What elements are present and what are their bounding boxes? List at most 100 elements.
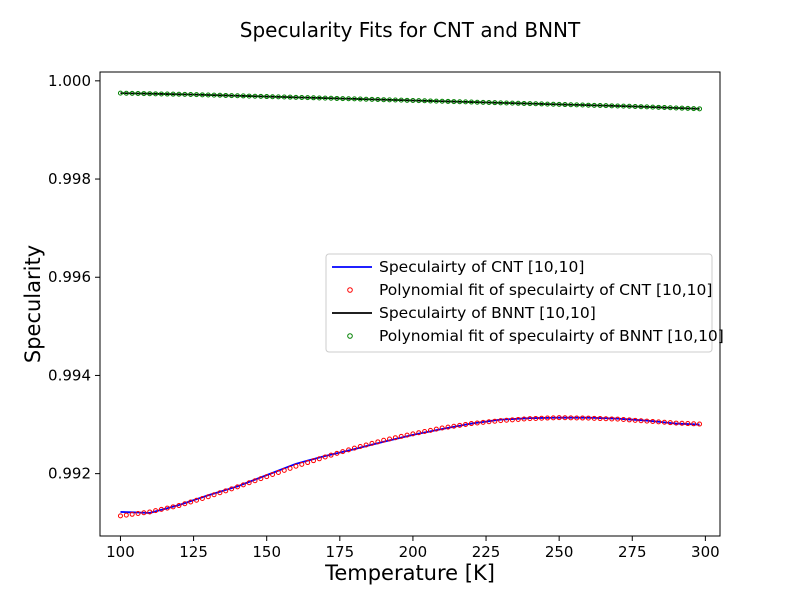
data-point [176, 503, 182, 509]
series-2 [120, 92, 700, 110]
data-point [585, 415, 591, 421]
data-point [591, 102, 597, 108]
data-point [199, 495, 205, 501]
data-point [445, 98, 451, 104]
data-point [416, 98, 422, 104]
data-point [211, 92, 217, 98]
x-tick-label: 150 [252, 543, 281, 561]
data-point [597, 416, 603, 422]
data-point [158, 91, 164, 97]
data-point [182, 91, 188, 97]
data-point [229, 93, 235, 99]
data-point [305, 95, 311, 101]
data-point [340, 96, 346, 102]
data-point [422, 98, 428, 104]
data-point [194, 92, 200, 98]
data-point [369, 440, 375, 446]
data-point [275, 469, 281, 475]
data-point [550, 415, 556, 421]
data-point [381, 97, 387, 103]
data-point [580, 102, 586, 108]
data-point [410, 431, 416, 437]
y-tick-label: 0.994 [48, 366, 91, 384]
data-point [422, 429, 428, 435]
data-point [281, 94, 287, 100]
plot-area [99, 71, 721, 537]
data-point [609, 416, 615, 422]
data-point [369, 96, 375, 102]
data-point [597, 103, 603, 109]
data-point [322, 95, 328, 101]
data-point [521, 416, 527, 422]
data-point [492, 418, 498, 424]
x-tick-label: 250 [545, 543, 574, 561]
data-point [164, 505, 170, 511]
data-point [509, 100, 515, 106]
data-point [287, 465, 293, 471]
data-point [480, 99, 486, 105]
data-point [539, 101, 545, 107]
data-point [486, 419, 492, 425]
data-point [620, 103, 626, 109]
legend-label: Polynomial fit of speculairty of BNNT [1… [379, 327, 724, 345]
data-point [474, 99, 480, 105]
data-point [615, 103, 621, 109]
y-tick-label: 0.992 [48, 465, 91, 483]
data-point [632, 103, 638, 109]
data-point [305, 460, 311, 466]
data-point [123, 512, 129, 518]
data-point [603, 416, 609, 422]
data-point [650, 419, 656, 424]
data-point [697, 421, 703, 427]
data-point [638, 104, 644, 110]
data-point [685, 105, 691, 111]
data-point [229, 486, 235, 492]
data-point [264, 94, 270, 100]
data-point [644, 104, 650, 110]
data-point [574, 102, 580, 108]
data-point [363, 96, 369, 102]
data-point [270, 472, 276, 478]
x-tick-label: 275 [618, 543, 647, 561]
x-tick-label: 175 [325, 543, 354, 561]
data-point [129, 90, 135, 96]
plot-frame [99, 71, 721, 537]
data-point [223, 488, 229, 494]
data-point [147, 509, 153, 515]
data-point [656, 419, 662, 425]
data-point [527, 101, 533, 107]
data-point [205, 494, 211, 500]
data-point [410, 97, 416, 103]
data-point [158, 506, 164, 512]
y-tick-label: 1.000 [48, 72, 91, 90]
legend-item: Polynomial fit of speculairty of BNNT [1… [347, 327, 724, 345]
data-point [375, 439, 381, 445]
data-point [527, 416, 533, 422]
data-point [667, 420, 673, 426]
legend-item: Speculairty of CNT [10,10] [332, 258, 584, 276]
data-point [416, 430, 422, 436]
data-point [387, 97, 393, 103]
data-point [164, 91, 170, 97]
data-point [667, 105, 673, 111]
data-point [615, 416, 621, 422]
data-point [562, 102, 568, 108]
data-point [544, 415, 550, 421]
data-point [264, 474, 270, 480]
legend-label: Speculairty of CNT [10,10] [379, 258, 584, 276]
data-point [457, 422, 463, 428]
data-point [310, 458, 316, 464]
y-tick-label: 0.998 [48, 170, 91, 188]
y-tick-label: 0.996 [48, 268, 91, 286]
series-1 [117, 415, 703, 519]
data-point [199, 92, 205, 98]
data-point [515, 100, 521, 106]
data-point [252, 93, 258, 99]
legend-item: Speculairty of BNNT [10,10] [332, 304, 596, 322]
data-point [141, 510, 147, 516]
data-point [544, 101, 550, 107]
data-point [176, 91, 182, 97]
data-point [691, 106, 697, 112]
data-point [486, 100, 492, 106]
